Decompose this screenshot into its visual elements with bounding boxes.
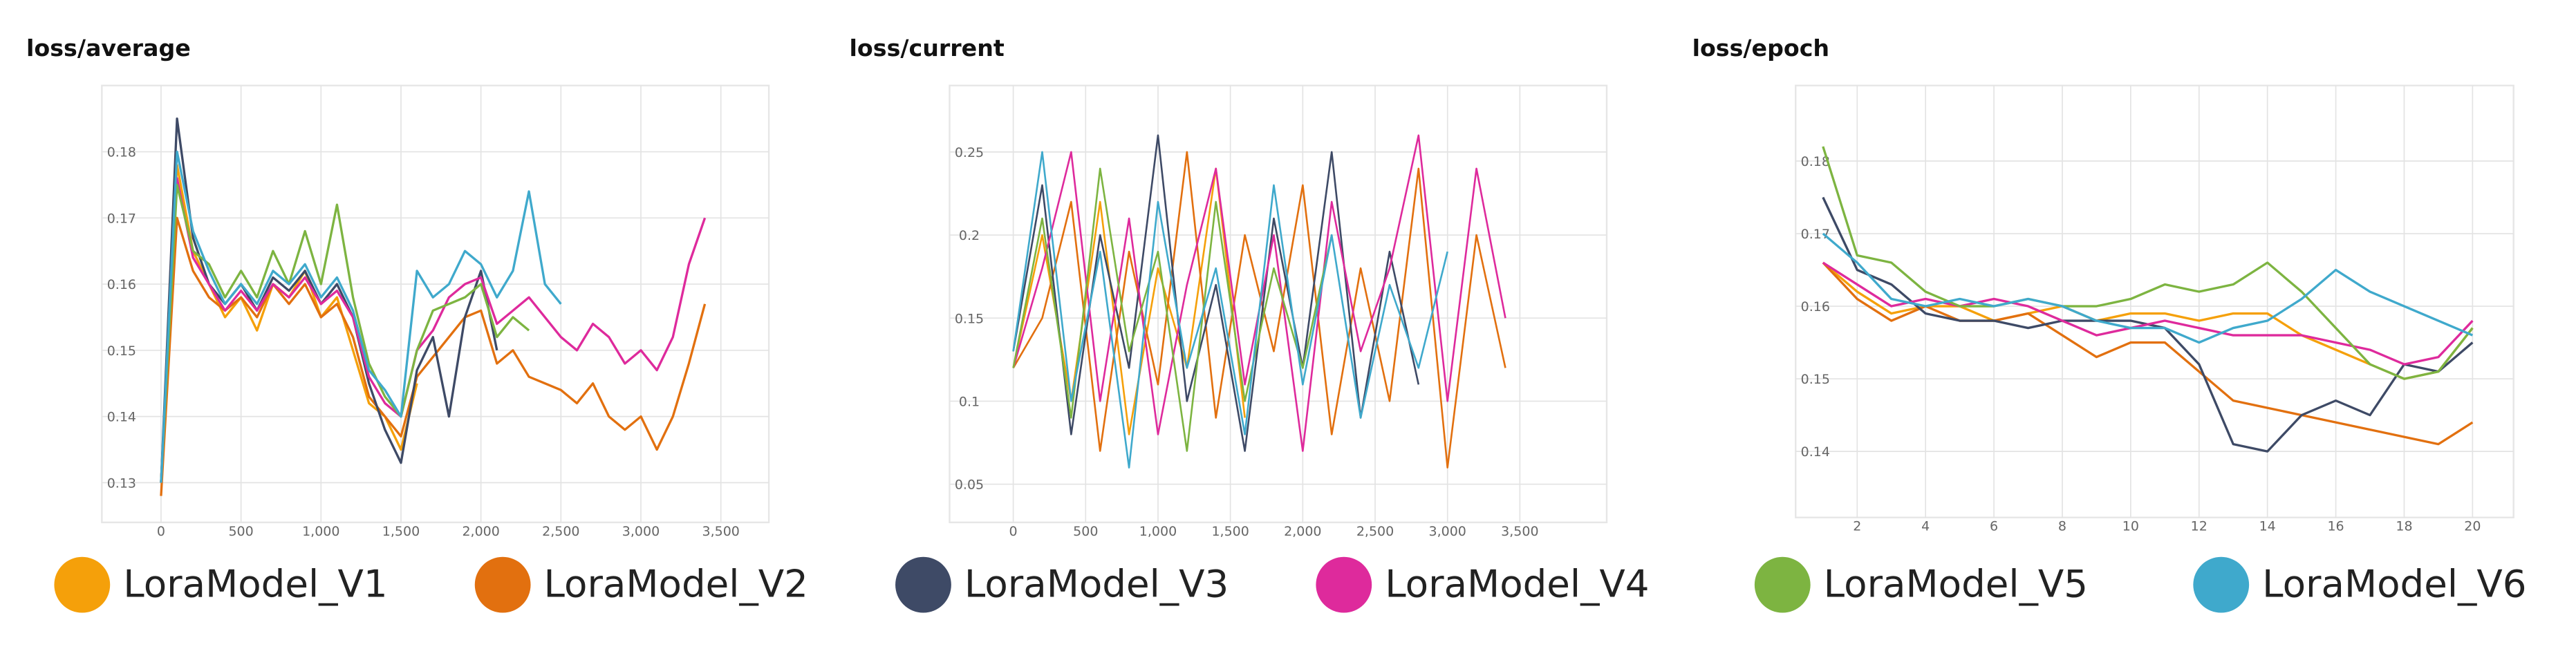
legend-marker bbox=[895, 556, 951, 613]
legend-item: LoraModel_V1 bbox=[54, 556, 388, 613]
x-tick-label: 500 bbox=[228, 524, 253, 539]
series-line bbox=[160, 183, 530, 483]
x-tick-label: 4 bbox=[1921, 519, 1930, 534]
x-tick-label: 8 bbox=[2058, 519, 2066, 534]
legend-item: LoraModel_V6 bbox=[2193, 556, 2527, 613]
y-tick-label: 0.16 bbox=[107, 277, 136, 292]
legend-marker bbox=[1316, 556, 1372, 613]
x-tick-label: 3,500 bbox=[1501, 524, 1538, 539]
x-tick-label: 0 bbox=[157, 524, 165, 539]
x-tick-label: 2,000 bbox=[1284, 524, 1321, 539]
y-tick-label: 0.14 bbox=[1801, 444, 1830, 460]
plot-area bbox=[949, 84, 1608, 524]
x-tick-label: 10 bbox=[2122, 519, 2139, 534]
x-tick-label: 1,000 bbox=[302, 524, 339, 539]
legend-label: LoraModel_V4 bbox=[1385, 562, 1649, 606]
y-tick-label: 0.15 bbox=[955, 311, 984, 326]
series-group bbox=[160, 117, 707, 496]
series-group bbox=[1012, 134, 1506, 469]
chart: loss/current 0.05 0.1 0.15 0.2 0.25 0 500 1,000 1… bbox=[850, 35, 1608, 539]
x-tick-label: 3,000 bbox=[622, 524, 660, 539]
x-tick-label: 3,000 bbox=[1428, 524, 1466, 539]
x-tick-label: 16 bbox=[2327, 519, 2344, 534]
legend-item: LoraModel_V2 bbox=[474, 556, 808, 613]
series-line bbox=[1822, 261, 2474, 380]
series-line bbox=[1822, 261, 2474, 446]
legend-label: LoraModel_V5 bbox=[1824, 562, 2088, 606]
x-tick-label: 0 bbox=[1009, 524, 1018, 539]
legend-label: LoraModel_V1 bbox=[123, 562, 387, 606]
chart-title: loss/current bbox=[850, 35, 1005, 62]
legend-marker bbox=[2193, 556, 2250, 613]
series-line bbox=[1822, 232, 2474, 344]
x-tick-label: 2,500 bbox=[542, 524, 579, 539]
series-group bbox=[1822, 146, 2474, 453]
y-tick-label: 0.2 bbox=[959, 228, 980, 243]
y-tick-label: 0.05 bbox=[955, 478, 984, 493]
y-tick-label: 0.18 bbox=[107, 145, 136, 160]
x-tick-label: 2,000 bbox=[462, 524, 499, 539]
legend-label: LoraModel_V3 bbox=[964, 562, 1229, 606]
x-tick-label: 1,500 bbox=[1211, 524, 1249, 539]
legend: LoraModel_V1 LoraModel_V2 LoraModel_V3 Lora… bbox=[54, 556, 2527, 613]
x-tick-label: 3,500 bbox=[702, 524, 739, 539]
y-tick-label: 0.13 bbox=[107, 476, 136, 491]
y-tick-label: 0.15 bbox=[1801, 372, 1830, 387]
y-tick-label: 0.1 bbox=[959, 395, 980, 410]
series-line bbox=[160, 177, 707, 483]
legend-marker bbox=[1754, 556, 1811, 613]
x-tick-label: 6 bbox=[1990, 519, 1998, 534]
legend-item: LoraModel_V5 bbox=[1754, 556, 2088, 613]
legend-label: LoraModel_V2 bbox=[544, 562, 808, 606]
series-line bbox=[160, 216, 707, 496]
y-tick-label: 0.25 bbox=[955, 145, 984, 160]
x-tick-label: 1,500 bbox=[382, 524, 420, 539]
x-tick-label: 1,000 bbox=[1139, 524, 1177, 539]
series-line bbox=[1822, 146, 2474, 380]
series-line bbox=[1012, 167, 1333, 452]
y-tick-label: 0.14 bbox=[107, 410, 136, 425]
legend-marker bbox=[474, 556, 531, 613]
series-line bbox=[160, 117, 498, 483]
x-tick-label: 2,500 bbox=[1356, 524, 1394, 539]
legend-marker bbox=[54, 556, 111, 613]
x-tick-label: 20 bbox=[2464, 519, 2481, 534]
y-tick-label: 0.15 bbox=[107, 344, 136, 359]
series-line bbox=[160, 150, 562, 483]
y-tick-label: 0.16 bbox=[1801, 299, 1830, 314]
series-line bbox=[1012, 151, 1448, 469]
legend-item: LoraModel_V3 bbox=[895, 556, 1229, 613]
x-tick-label: 12 bbox=[2191, 519, 2208, 534]
legend-label: LoraModel_V6 bbox=[2262, 562, 2526, 606]
chart-title: loss/epoch bbox=[1692, 35, 1830, 62]
y-tick-label: 0.18 bbox=[1801, 154, 1830, 169]
x-tick-label: 500 bbox=[1073, 524, 1098, 539]
legend-item: LoraModel_V4 bbox=[1316, 556, 1650, 613]
y-tick-label: 0.17 bbox=[107, 211, 136, 226]
chart: loss/average 0.13 0.14 0.15 0.16 0.17 0.18 0 500… bbox=[26, 35, 770, 539]
chart-title: loss/average bbox=[26, 35, 191, 62]
x-tick-label: 14 bbox=[2259, 519, 2276, 534]
plot-area bbox=[101, 84, 770, 524]
series-line bbox=[1822, 261, 2474, 366]
x-tick-label: 18 bbox=[2396, 519, 2412, 534]
series-line bbox=[1012, 134, 1420, 452]
x-tick-label: 2 bbox=[1853, 519, 1861, 534]
chart: loss/epoch 0.14 0.15 0.16 0.17 0.18 2 4 6 8 10 12 14… bbox=[1692, 35, 2514, 534]
series-line bbox=[1012, 151, 1506, 469]
y-tick-label: 0.17 bbox=[1801, 227, 1830, 242]
